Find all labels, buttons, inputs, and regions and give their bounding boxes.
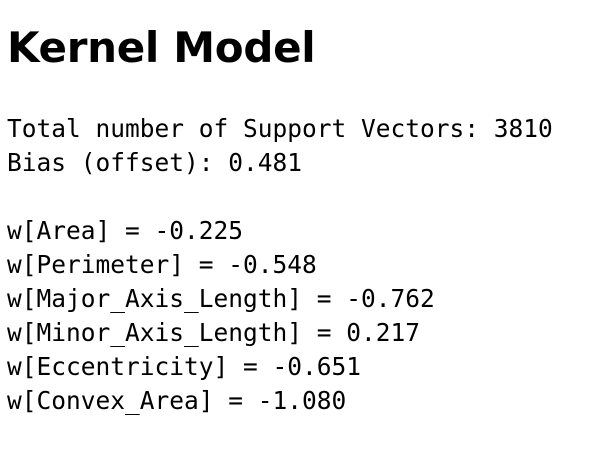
support-vectors-count: Total number of Support Vectors: 3810 — [7, 114, 553, 143]
weight-eccentricity: w[Eccentricity] = -0.651 — [7, 352, 362, 381]
model-summary: Total number of Support Vectors: 3810 Bi… — [7, 112, 614, 180]
weight-minor-axis-length: w[Minor_Axis_Length] = 0.217 — [7, 318, 421, 347]
bias-offset: Bias (offset): 0.481 — [7, 148, 303, 177]
page-title: Kernel Model — [7, 23, 316, 72]
weights-list: w[Area] = -0.225 w[Perimeter] = -0.548 w… — [7, 214, 614, 418]
weight-major-axis-length: w[Major_Axis_Length] = -0.762 — [7, 284, 435, 313]
weight-convex-area: w[Convex_Area] = -1.080 — [7, 386, 347, 415]
weight-area: w[Area] = -0.225 — [7, 216, 244, 245]
weight-perimeter: w[Perimeter] = -0.548 — [7, 250, 317, 279]
